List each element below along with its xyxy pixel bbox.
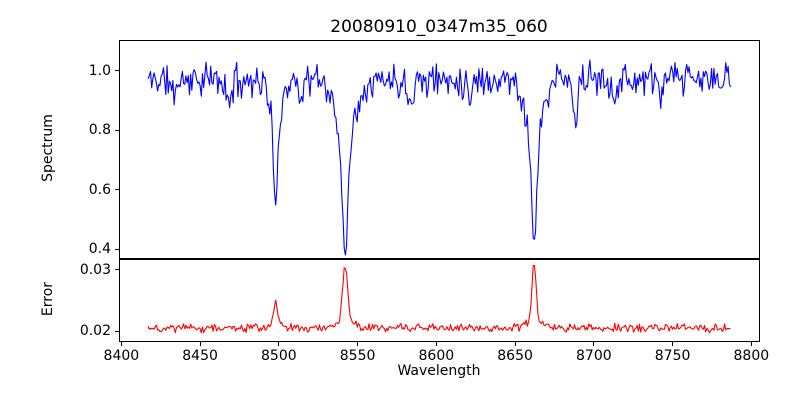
x-tick-label: 8750 <box>654 348 691 364</box>
x-tick <box>593 342 595 346</box>
y-tick <box>115 189 119 191</box>
x-tick <box>120 342 122 346</box>
x-tick <box>672 342 674 346</box>
y-tick <box>115 248 119 250</box>
y-tick-label: 0.4 <box>88 241 111 258</box>
x-tick-label: 8600 <box>418 348 455 364</box>
error-line <box>147 264 731 334</box>
x-tick-label: 8550 <box>339 348 376 364</box>
y-tick-label: 0.03 <box>79 261 111 278</box>
x-tick-label: 8500 <box>261 348 297 364</box>
x-tick <box>435 342 437 346</box>
y-tick-label: 1.0 <box>88 62 111 79</box>
error-plot-area <box>119 259 760 342</box>
spectrum-axis-label: Spectrum <box>40 114 56 182</box>
chart-title: 20080910_0347m35_060 <box>330 17 548 37</box>
x-tick-label: 8450 <box>182 348 218 364</box>
y-tick-label: 0.6 <box>88 181 111 198</box>
y-tick <box>115 70 119 72</box>
error-axis-label: Error <box>40 281 56 317</box>
y-tick <box>115 330 119 332</box>
x-tick <box>514 342 516 346</box>
spectrum-axes-frame <box>119 40 760 259</box>
x-tick <box>750 342 752 346</box>
x-tick <box>357 342 359 346</box>
x-tick-label: 8400 <box>103 348 140 364</box>
x-tick-label: 8800 <box>733 348 770 364</box>
x-tick <box>278 342 280 346</box>
wavelength-axis-label: Wavelength <box>397 363 481 379</box>
x-tick-label: 8700 <box>576 348 612 364</box>
spectrum-line <box>147 59 731 256</box>
y-tick <box>115 269 119 271</box>
y-tick-label: 0.8 <box>88 122 111 139</box>
y-tick <box>115 129 119 131</box>
x-tick-label: 8650 <box>497 348 533 364</box>
x-tick <box>199 342 201 346</box>
y-tick-label: 0.02 <box>79 323 111 339</box>
error-axes-frame <box>119 259 760 342</box>
error-axes <box>119 259 760 342</box>
spectrum-axes <box>119 40 760 259</box>
spectrum-plot-area <box>119 40 760 259</box>
